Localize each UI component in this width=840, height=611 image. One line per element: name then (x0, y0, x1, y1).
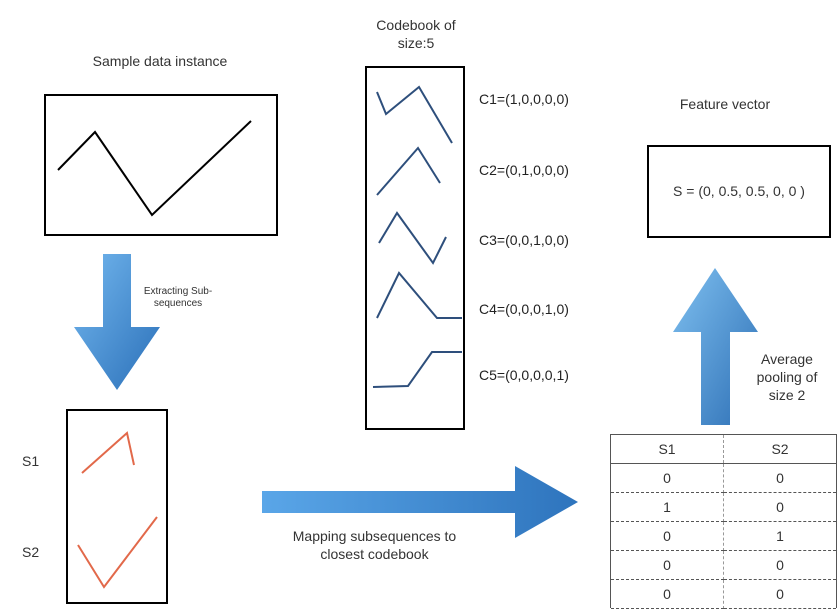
sample-title: Sample data instance (92, 53, 228, 69)
table-row: 0 0 (611, 550, 836, 580)
table-cell: 1 (611, 492, 724, 522)
codebook-title: Codebook of size:5 (376, 17, 456, 51)
feature-value: S = (0, 0.5, 0.5, 0, 0 ) (673, 183, 805, 199)
table-header-row: S1 S2 (611, 435, 836, 464)
subsequence-box (66, 409, 168, 604)
extract-label: Extracting Sub-sequences (143, 286, 213, 309)
codebook-c2-shape (376, 146, 441, 196)
feature-title: Feature vector (679, 96, 771, 112)
table-row: 0 0 (611, 579, 836, 609)
table-row: 1 0 (611, 492, 836, 522)
result-table: S1 S2 0 0 1 0 0 1 0 0 0 0 (611, 435, 836, 609)
table-cell: 0 (611, 521, 724, 551)
s2-subsequence-line (77, 516, 158, 589)
table-cell: 0 (723, 579, 836, 609)
codebook-c5-shape (372, 351, 462, 388)
codebook-c5-label: C5=(0,0,0,0,1) (479, 367, 569, 383)
mapping-label: Mapping subsequences to closest codebook (292, 528, 457, 562)
codebook-c3-label: C3=(0,0,1,0,0) (479, 232, 569, 248)
codebook-c1-shape (376, 85, 453, 144)
table-cell: 0 (611, 550, 724, 580)
table-cell: 0 (611, 463, 724, 493)
sample-series-line (57, 120, 252, 217)
table-row: 0 1 (611, 521, 836, 551)
s1-subsequence-line (81, 431, 135, 474)
table-header-s2: S2 (723, 435, 836, 464)
s2-label: S2 (22, 544, 40, 560)
table-cell: 0 (723, 550, 836, 580)
codebook-c1-label: C1=(1,0,0,0,0) (479, 91, 569, 107)
table-cell: 0 (723, 492, 836, 522)
feature-vector-box (647, 145, 831, 238)
table-header-s1: S1 (611, 435, 724, 464)
table-cell: 0 (723, 463, 836, 493)
sample-data-box (44, 94, 278, 236)
pooling-up-arrow (673, 268, 758, 425)
table-cell: 1 (723, 521, 836, 551)
result-table-frame (610, 434, 837, 608)
s1-label: S1 (22, 453, 40, 469)
codebook-c4-shape (376, 271, 462, 319)
codebook-c2-label: C2=(0,1,0,0,0) (479, 162, 569, 178)
mapping-right-arrow (262, 466, 578, 538)
extract-down-arrow (74, 254, 160, 390)
pooling-label: Average pooling of size 2 (756, 351, 818, 403)
table-cell: 0 (611, 579, 724, 609)
codebook-box (365, 66, 465, 430)
table-row: 0 0 (611, 463, 836, 493)
codebook-c3-shape (378, 211, 447, 265)
codebook-c4-label: C4=(0,0,0,1,0) (479, 301, 569, 317)
